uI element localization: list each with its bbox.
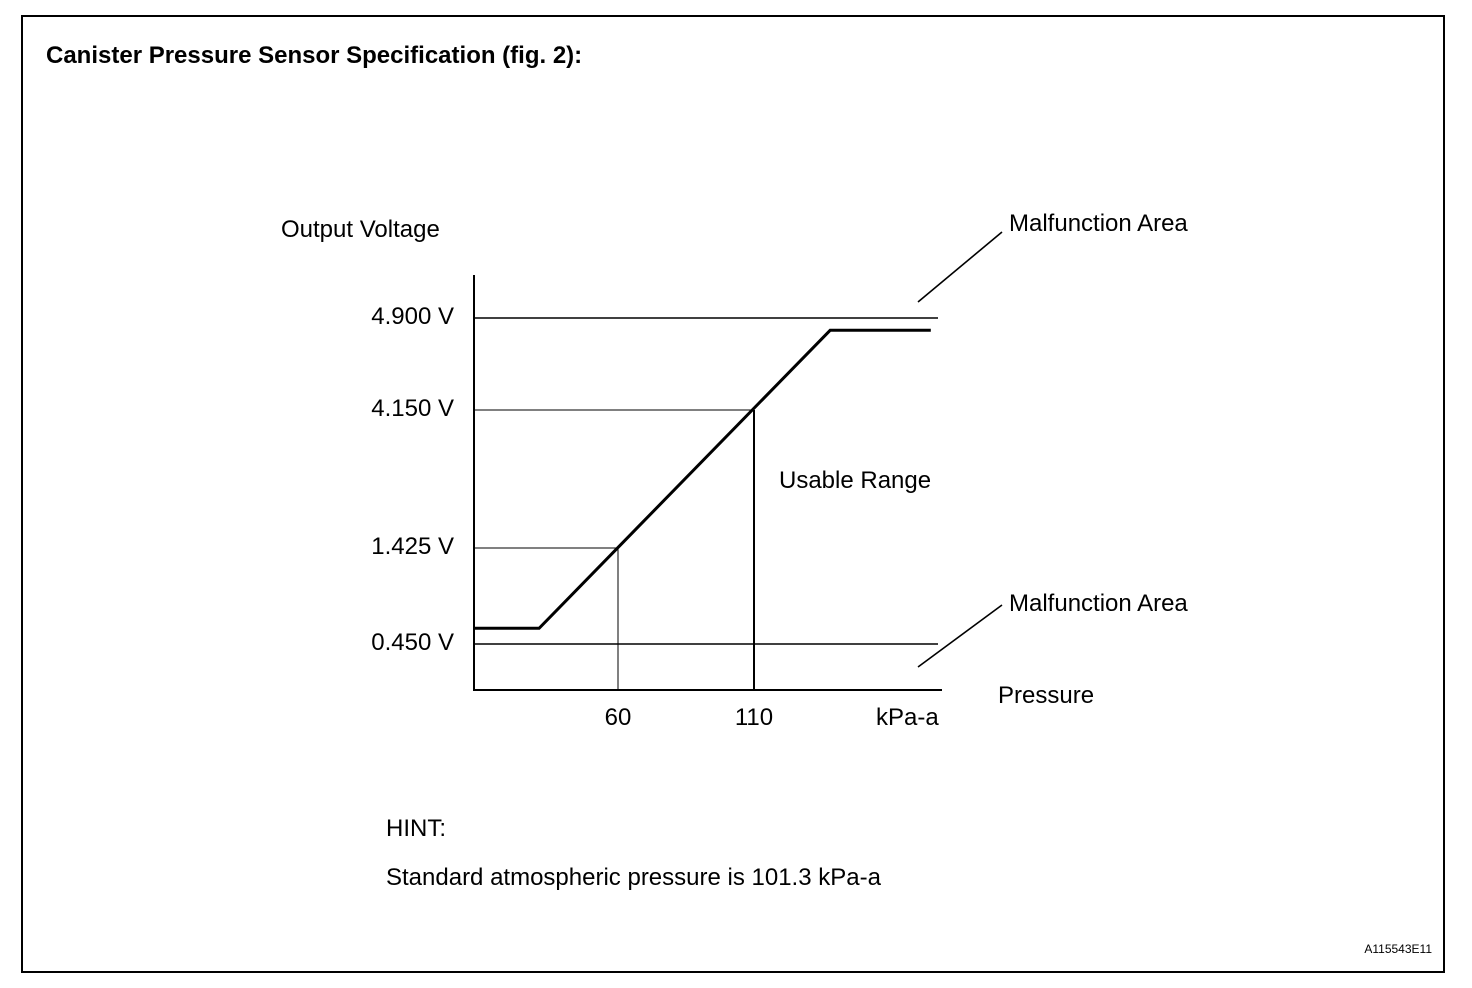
hint-label: HINT:: [386, 815, 446, 842]
series-line: [474, 328, 931, 630]
x-tick-label: 60: [604, 704, 632, 731]
usable-range-label: Usable Range: [779, 467, 932, 494]
y-tick-label: 4.900 V: [371, 303, 454, 330]
leader-line-upper: [917, 231, 1003, 303]
leader-line-lower: [917, 604, 1003, 668]
malfunction-area-lower-label: Malfunction Area: [1009, 590, 1188, 617]
page-title: Canister Pressure Sensor Specification (…: [46, 42, 583, 69]
y-tick-label: 0.450 V: [371, 629, 454, 656]
x-axis-label: Pressure: [998, 682, 1095, 709]
malfunction-area-upper-label: Malfunction Area: [1009, 210, 1188, 237]
figure-code: A115543E11: [1364, 942, 1432, 956]
y-axis-label: Output Voltage: [281, 216, 440, 243]
y-tick-label: 1.425 V: [371, 533, 454, 560]
y-tick-label: 4.150 V: [371, 395, 454, 422]
x-tick-label: 110: [734, 704, 774, 731]
hint-text: Standard atmospheric pressure is 101.3 k…: [386, 864, 881, 891]
x-unit-label: kPa-a: [876, 704, 939, 731]
figure-frame: [21, 15, 1445, 973]
